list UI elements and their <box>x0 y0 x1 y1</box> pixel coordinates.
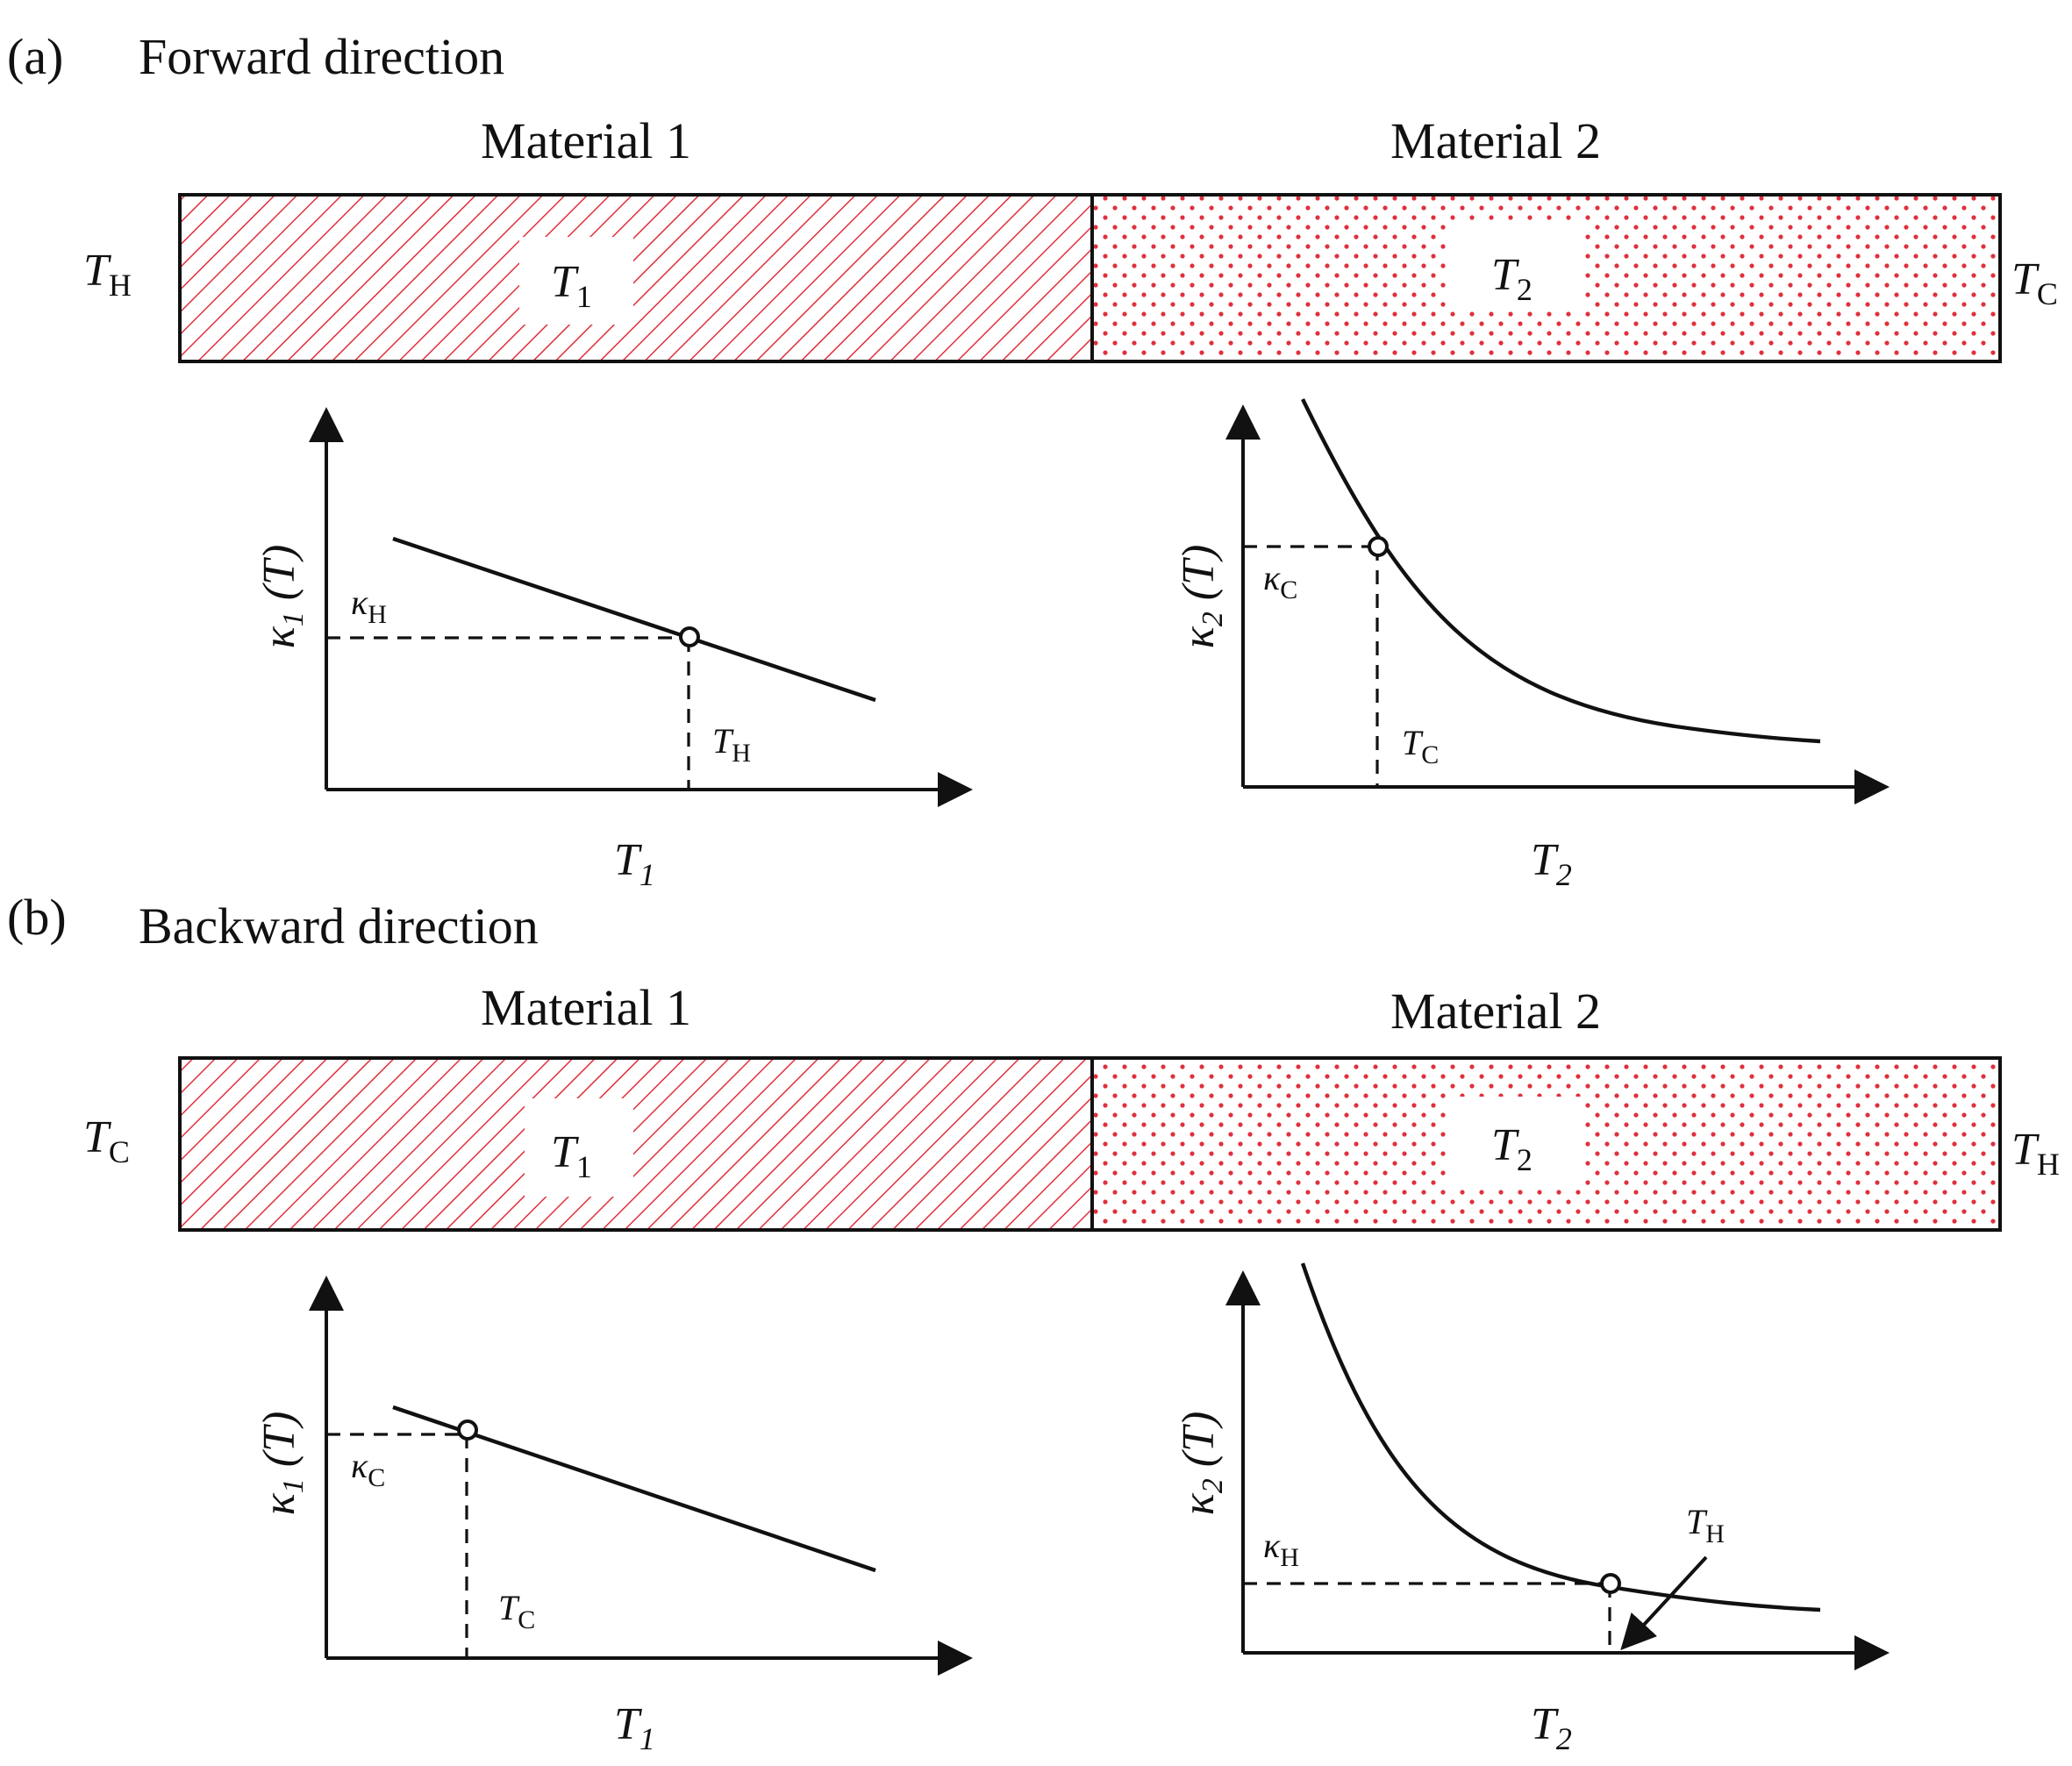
panel-a-bar-outline <box>178 193 2002 363</box>
panel-b-plot1: κC TC κ1 (T) T1 <box>254 1276 973 1756</box>
panel-a-material2-label: Material 2 <box>1390 112 1601 169</box>
panel-b-plot2-curve <box>1300 1262 1821 1612</box>
panel-a-left-end-temp: TH <box>83 246 132 303</box>
panel-b-left-end-temp: TC <box>83 1112 130 1169</box>
panel-a-letter: (a) <box>7 28 63 85</box>
panel-b-bar-outline <box>178 1056 2002 1232</box>
panel-a-material1-label: Material 1 <box>481 112 691 169</box>
panel-b-bar2-temp: T2 <box>1491 1120 1533 1177</box>
panel-b-plot2-point <box>1600 1573 1621 1594</box>
panel-a-plot1-kappa-label: κH <box>351 583 387 629</box>
panel-b-right-end-temp: TH <box>2011 1125 2060 1182</box>
panel-a-plot1-xlabel: T1 <box>614 835 655 892</box>
panel-b-plot2-xlabel: T2 <box>1531 1699 1572 1756</box>
panel-a-bar2-label-box <box>1449 224 1585 311</box>
panel-a-plot2-kappa-label: κC <box>1263 558 1297 604</box>
panel-a-plot1-point <box>679 626 700 647</box>
panel-a-bar2-temp: T2 <box>1491 250 1533 307</box>
panel-b-plot2-kappa-label: κH <box>1263 1526 1299 1572</box>
panel-b-bar1-temp: T1 <box>551 1127 592 1184</box>
panel-a-plot2-temp-label: TC <box>1402 723 1439 769</box>
panel-a-plot2-curve <box>1301 398 1821 744</box>
panel-a-plot1-ylabel: κ1 (T) <box>254 545 310 649</box>
panel-b-letter: (b) <box>7 889 67 946</box>
panel-b-material2-label: Material 2 <box>1390 983 1601 1040</box>
panel-b-bar1-label-box <box>525 1098 633 1197</box>
panel-a-title: Forward direction <box>139 28 504 85</box>
panel-a-plot1: κH TH κ1 (T) T1 <box>254 407 973 892</box>
panel-a-plot2-ylabel: κ2 (T) <box>1174 545 1229 649</box>
panel-a-bar1-temp: T1 <box>551 257 592 314</box>
panel-a-plot1-temp-label: TH <box>712 721 751 768</box>
panel-a-plot2-xlabel: T2 <box>1531 835 1572 892</box>
panel-b-plot1-point <box>457 1419 478 1441</box>
panel-b: (b) Backward direction Material 1 Materi… <box>7 889 2060 1756</box>
panel-a-plot1-curve <box>392 536 876 703</box>
panel-a-bar1-label-box <box>519 237 633 325</box>
panel-b-material1-region <box>180 1058 1092 1230</box>
panel-b-plot2-ylabel: κ2 (T) <box>1174 1412 1229 1516</box>
panel-a-plot2-point <box>1368 536 1389 557</box>
panel-a: (a) Forward direction Material 1 Materia… <box>7 28 2058 892</box>
panel-b-plot1-xlabel: T1 <box>614 1699 655 1756</box>
panel-b-plot2-temp-label: TH <box>1686 1502 1725 1548</box>
panel-b-title: Backward direction <box>139 897 539 954</box>
panel-a-material1-region <box>180 195 1092 361</box>
panel-b-plot2-callout-arrow <box>1620 1555 1708 1650</box>
panel-b-plot1-ylabel: κ1 (T) <box>254 1412 310 1516</box>
panel-b-material1-label: Material 1 <box>481 979 691 1036</box>
panel-b-plot1-temp-label: TC <box>498 1588 535 1634</box>
panel-a-right-end-temp: TC <box>2011 254 2058 311</box>
panel-b-plot1-kappa-label: κC <box>351 1446 385 1492</box>
panel-a-plot2: κC TC κ2 (T) T2 <box>1174 398 1890 892</box>
panel-b-plot2: κH TH κ2 (T) T2 <box>1174 1262 1890 1756</box>
panel-b-bar2-label-box <box>1449 1097 1585 1188</box>
